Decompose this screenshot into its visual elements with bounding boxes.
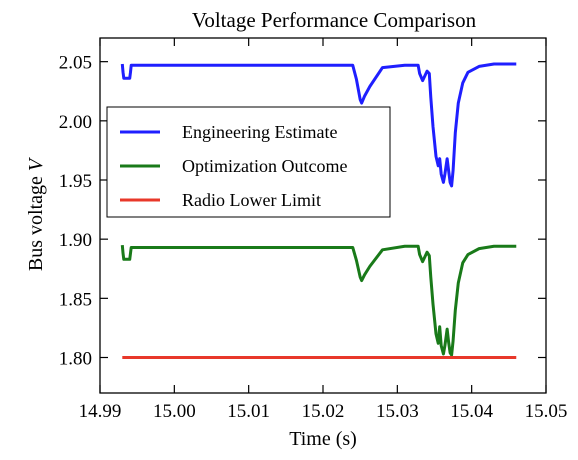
legend-label-0: Engineering Estimate [182,122,337,142]
legend-label-2: Radio Lower Limit [182,190,321,210]
legend: Engineering Estimate Optimization Outcome… [106,106,391,218]
y-axis-label-variable: V [25,156,47,171]
x-tick-label-6: 15.05 [525,401,568,422]
y-tick-label-3: 1.95 [59,171,92,192]
y-tick-label-1: 1.85 [59,289,92,310]
series-line-1 [120,244,517,357]
ticks-layer: 14.99 15.00 15.01 15.02 15.03 15.04 15.05 1.80 1… [59,38,568,422]
series-line-0 [120,62,517,188]
y-axis-label-text: Bus voltage [25,171,47,271]
legend-label-1: Optimization Outcome [182,156,347,176]
series-layer [120,62,517,359]
x-tick-label-3: 15.02 [302,401,345,422]
x-tick-label-4: 15.03 [376,401,419,422]
y-tick-label-4: 2.00 [59,112,92,133]
x-axis-label: Time (s) [289,428,357,450]
y-axis-label: Bus voltage V [25,156,47,271]
x-tick-label-1: 15.00 [153,401,196,422]
x-tick-label-5: 15.04 [450,401,493,422]
legend-items: Engineering Estimate Optimization Outcome… [120,122,347,210]
x-tick-label-2: 15.01 [227,401,270,422]
y-tick-label-2: 1.90 [59,230,92,251]
y-tick-label-0: 1.80 [59,349,92,370]
chart-title: Voltage Performance Comparison [192,8,477,32]
y-tick-label-5: 2.05 [59,53,92,74]
x-tick-label-0: 14.99 [79,401,122,422]
